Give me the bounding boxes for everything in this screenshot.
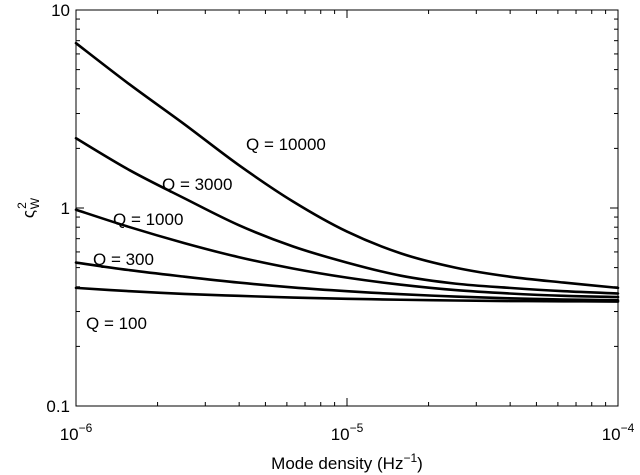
series-lines — [74, 41, 620, 303]
axes: 0.1 1 10 10−6 10−5 10−4 Mode density (Hz−1) ς2W — [15, 1, 635, 473]
x-tick-label: 10−5 — [331, 421, 364, 444]
series-line-3 — [74, 208, 620, 299]
series-label-1: Q = 10000 — [246, 135, 326, 154]
series-label-4: Q = 300 — [93, 250, 154, 269]
x-axis-label: Mode density (Hz−1) — [271, 451, 423, 473]
series-line-2 — [74, 136, 620, 295]
y-axis-label: ς2W — [15, 197, 42, 218]
plot-frame — [75, 9, 619, 407]
x-tick-label: 10−4 — [602, 421, 635, 444]
y-tick-label: 1 — [61, 199, 70, 218]
plot-area — [75, 9, 619, 407]
y-tick-label: 10 — [51, 1, 70, 20]
series-label-5: Q = 100 — [86, 314, 147, 333]
series-label-3: Q = 1000 — [113, 210, 183, 229]
series-label-2: Q = 3000 — [162, 175, 232, 194]
x-tick-label: 10−6 — [60, 421, 93, 444]
y-tick-label: 0.1 — [46, 397, 70, 416]
series-line-4 — [74, 261, 620, 302]
series-line-1 — [74, 41, 620, 290]
series-line-5 — [74, 286, 620, 303]
series-labels: Q = 10000 Q = 3000 Q = 1000 Q = 300 Q = 100 — [86, 135, 326, 333]
